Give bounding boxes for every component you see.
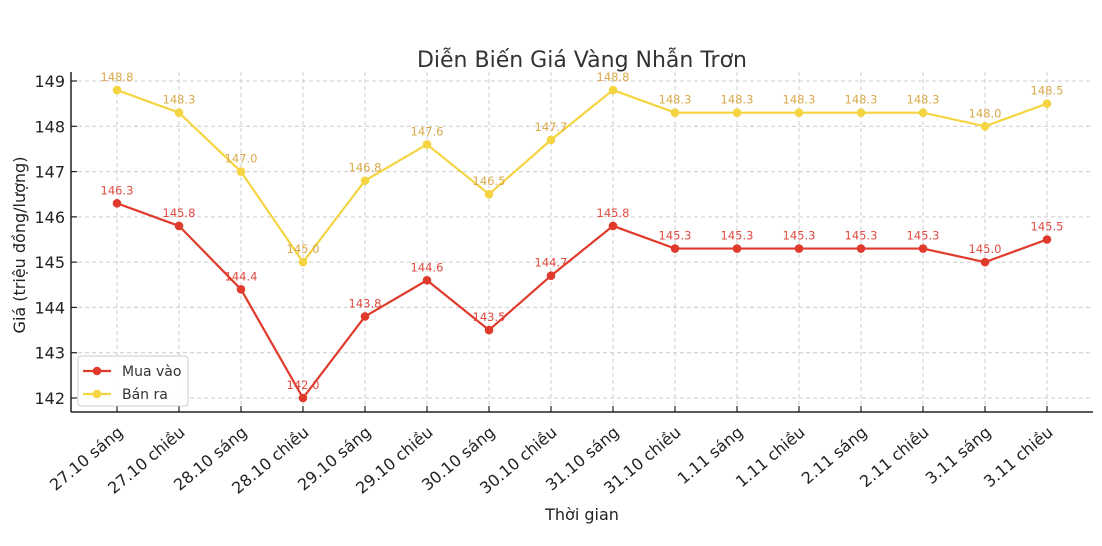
data-point — [670, 108, 680, 117]
data-point — [794, 244, 804, 253]
data-label: 145.8 — [163, 206, 196, 220]
series-line — [116, 88, 1048, 265]
data-label: 148.3 — [907, 93, 940, 107]
data-point — [794, 108, 804, 117]
x-tick-label: 3.11 chiều — [980, 423, 1057, 492]
y-axis-ticks: 142 143 144 145 146 147 148 149 — [34, 72, 77, 408]
data-point — [1042, 99, 1052, 108]
data-label: 145.3 — [845, 229, 878, 243]
data-point — [856, 244, 866, 253]
data-point — [856, 108, 866, 117]
data-point — [732, 108, 742, 117]
series-mua-vao: 146.3 145.8 144.4 142.0 143.8 144.6 143.5 144.7… — [101, 183, 1064, 403]
data-point — [980, 121, 990, 131]
legend-item: Bán ra — [83, 387, 168, 403]
data-point — [546, 135, 556, 145]
y-tick-label: 143 — [34, 344, 65, 363]
data-label: 144.6 — [411, 260, 444, 274]
data-label: 148.3 — [163, 93, 196, 107]
data-label: 144.4 — [225, 269, 258, 283]
data-point — [112, 85, 122, 95]
y-tick-label: 149 — [34, 72, 65, 91]
data-series: 146.3 145.8 144.4 142.0 143.8 144.6 143.5 144.7… — [101, 70, 1064, 403]
y-tick-label: 147 — [34, 163, 65, 182]
data-point — [732, 244, 742, 253]
data-point — [546, 271, 556, 281]
data-label: 145.3 — [659, 229, 692, 243]
x-axis-label: Thời gian — [544, 505, 619, 524]
data-point — [484, 325, 494, 335]
data-label: 148.3 — [845, 93, 878, 107]
series-ban-ra: 148.8 148.3 147.0 145.0 146.8 147.6 146.5 147.7… — [101, 70, 1064, 267]
legend-marker — [92, 366, 102, 376]
data-label: 145.3 — [721, 229, 754, 243]
data-point — [484, 189, 494, 199]
legend-label: Mua vào — [122, 364, 181, 380]
chart-title: Diễn Biến Giá Vàng Nhẫn Trơn — [417, 47, 747, 73]
data-label: 144.7 — [535, 256, 568, 270]
data-label: 148.8 — [101, 70, 134, 84]
data-point — [174, 221, 184, 231]
data-label: 145.8 — [597, 206, 630, 220]
y-tick-label: 142 — [34, 389, 65, 408]
x-tick-label: 1.11 chiều — [732, 423, 809, 492]
data-label: 145.3 — [783, 229, 816, 243]
y-tick-label: 144 — [34, 298, 65, 317]
x-tick-label: 2.11 chiều — [856, 423, 933, 492]
axes — [70, 72, 1093, 413]
data-point — [670, 244, 680, 253]
data-label: 145.0 — [969, 242, 1002, 256]
grid-lines — [71, 72, 1093, 412]
y-axis-label: Giá (triệu đồng/lượng) — [10, 157, 29, 334]
legend-marker — [92, 389, 102, 399]
data-point — [608, 85, 618, 95]
data-point — [298, 393, 308, 403]
data-label: 148.3 — [721, 93, 754, 107]
data-label: 145.3 — [907, 229, 940, 243]
data-point — [1042, 235, 1052, 244]
y-tick-label: 145 — [34, 253, 65, 272]
data-label: 145.0 — [287, 242, 320, 256]
data-point — [298, 257, 308, 267]
data-point — [360, 312, 370, 321]
data-label: 146.3 — [101, 183, 134, 197]
data-point — [236, 167, 246, 176]
data-point — [918, 108, 928, 117]
data-point — [422, 275, 432, 285]
legend: Mua vào Bán ra — [77, 355, 189, 407]
data-label: 147.0 — [225, 152, 258, 166]
data-label: 148.8 — [597, 70, 630, 84]
y-tick-label: 148 — [34, 117, 65, 136]
data-point — [174, 108, 184, 117]
series-line — [116, 202, 1048, 400]
data-label: 148.3 — [783, 93, 816, 107]
data-label: 148.5 — [1031, 84, 1064, 98]
legend-item: Mua vào — [83, 364, 181, 380]
y-tick-label: 146 — [34, 208, 65, 227]
data-label: 142.0 — [287, 378, 320, 392]
data-point — [980, 257, 990, 267]
data-point — [918, 244, 928, 253]
data-label: 147.6 — [411, 124, 444, 138]
data-label: 148.3 — [659, 93, 692, 107]
data-label: 146.8 — [349, 161, 382, 175]
data-point — [360, 176, 370, 185]
data-label: 143.5 — [473, 310, 506, 324]
data-label: 148.0 — [969, 106, 1002, 120]
data-label: 147.7 — [535, 120, 568, 134]
data-point — [608, 221, 618, 231]
data-point — [112, 198, 122, 208]
data-point — [422, 140, 432, 149]
data-point — [236, 285, 246, 294]
data-label: 146.5 — [473, 174, 506, 188]
data-label: 143.8 — [349, 296, 382, 310]
data-label: 145.5 — [1031, 220, 1064, 234]
legend-label: Bán ra — [122, 387, 168, 403]
